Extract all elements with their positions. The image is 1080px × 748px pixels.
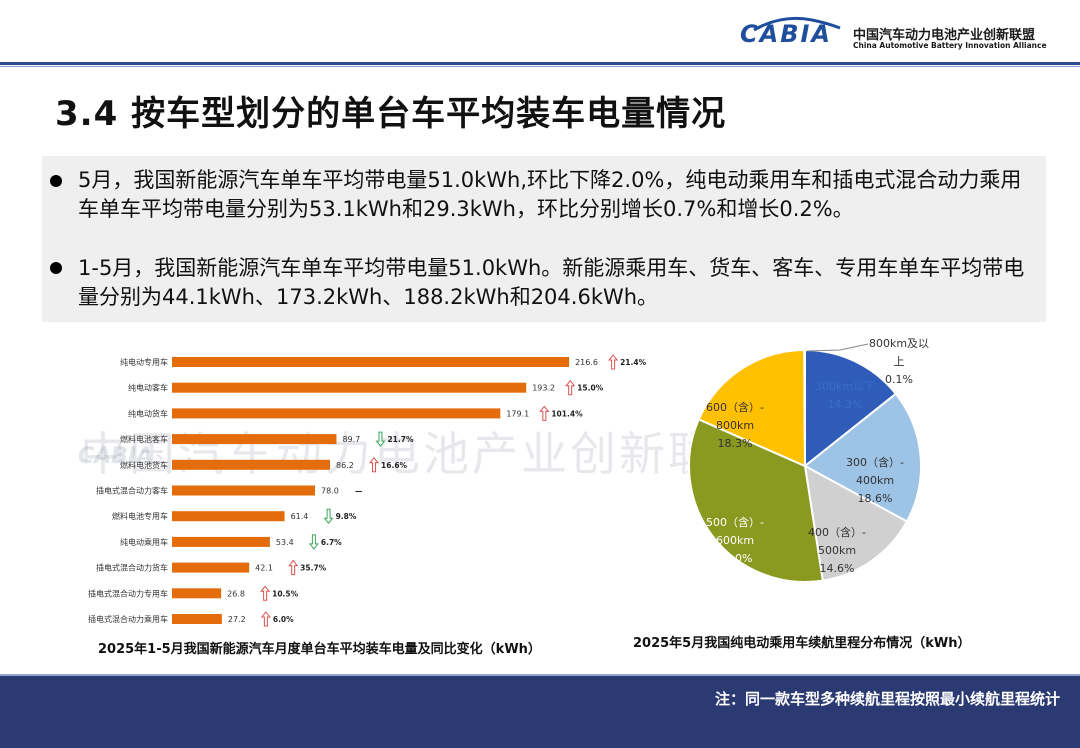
bar-value-label: 179.1 xyxy=(506,409,529,418)
pie-chart: 300km以下 14.3% 300（含）- 400km 18.6% 400（含）- 500k… xyxy=(688,337,929,583)
bar-change-label: 35.7% xyxy=(300,564,327,573)
bar-category-label: 纯电动客车 xyxy=(128,383,168,393)
bar-change-label: 9.8% xyxy=(336,512,357,521)
org-name-cn: 中国汽车动力电池产业创新联盟 xyxy=(853,28,1036,43)
bar-category-label: 燃料电池客车 xyxy=(120,434,168,444)
pie-slice-label: 400（含）- xyxy=(808,525,866,539)
arrow-up-icon xyxy=(368,456,380,473)
pie-slice-label: 300km以下 xyxy=(815,380,875,393)
pie-slice-label: 14.3% xyxy=(828,398,863,411)
bar-category-label: 插电式混合动力客车 xyxy=(96,486,168,496)
pie-leader-line xyxy=(806,343,869,352)
bar xyxy=(172,511,285,522)
bar-value-label: 86.2 xyxy=(336,461,354,470)
bar-category-label: 插电式混合动力乘用车 xyxy=(88,614,168,624)
bar xyxy=(172,485,315,496)
pie-slice-label: 0.1% xyxy=(885,373,913,386)
pie-slice-label: 800km xyxy=(716,419,754,432)
pie-slice xyxy=(803,348,806,467)
summary-paragraph-1: 5月，我国新能源汽车单车平均带电量51.0kWh,环比下降2.0%，纯电动乘用车… xyxy=(78,168,1022,221)
bar-change-label: 101.4% xyxy=(551,409,583,418)
bar-change-label: 21.4% xyxy=(620,358,647,367)
bar xyxy=(172,459,331,470)
bar-category-label: 纯电动货车 xyxy=(128,408,168,418)
arrow-up-icon xyxy=(565,379,576,396)
pie-slice xyxy=(803,464,909,582)
summary-paragraph-2: 1-5月，我国新能源汽车单车平均带电量51.0kWh。新能源乘用车、货车、客车、… xyxy=(78,256,1025,309)
page-title: 3.4 按车型划分的单台车平均装车电量情况 xyxy=(55,94,727,134)
pie-slice-label: 500（含）- xyxy=(706,515,764,529)
bar xyxy=(172,357,570,367)
bar-value-label: 89.7 xyxy=(342,435,360,444)
bar-change-label: 6.7% xyxy=(321,538,342,547)
bar-category-label: 燃料电池专用车 xyxy=(112,511,168,521)
bar xyxy=(172,382,527,393)
footer-bar xyxy=(0,676,1080,748)
bar-category-label: 插电式混合动力货车 xyxy=(96,563,168,573)
arrow-up-icon xyxy=(260,585,271,601)
pie-slice-label: 14.6% xyxy=(820,562,855,575)
logo-swoosh-icon xyxy=(752,16,842,36)
pie-slice xyxy=(804,348,898,469)
pie-slice-label: 18.6% xyxy=(858,492,893,505)
watermark-logo: CABIA xyxy=(78,444,154,469)
summary-box xyxy=(42,156,1046,322)
pie-slice xyxy=(697,348,807,468)
pie-slice-label: 600（含）- xyxy=(706,400,764,414)
logo-text: CABIA xyxy=(740,20,832,48)
bar-value-label: 78.0 xyxy=(321,487,339,496)
pie-slice-label: 34.0% xyxy=(718,552,753,565)
pie-chart-caption: 2025年5月我国纯电动乘用车续航里程分布情况（kWh） xyxy=(633,636,971,651)
bar xyxy=(172,562,250,573)
bar-category-label: 纯电动专用车 xyxy=(120,357,168,367)
footer-divider xyxy=(0,674,1080,676)
bar-value-label: 26.8 xyxy=(227,589,245,598)
bar-value-label: 53.4 xyxy=(276,538,294,547)
bar-change-label: 21.7% xyxy=(387,435,414,444)
bar xyxy=(172,588,222,599)
pie-slice-label: 400km xyxy=(856,474,894,487)
bar-value-label: 193.2 xyxy=(532,384,555,393)
org-name-en: China Automotive Battery Innovation Alli… xyxy=(853,41,1047,50)
pie-slice-label: 800km及以 xyxy=(869,337,929,350)
bar-category-label: 插电式混合动力专用车 xyxy=(88,588,168,598)
bar xyxy=(172,434,337,445)
pie-slice xyxy=(803,392,922,523)
arrow-down-icon xyxy=(323,508,334,525)
bar-change-label: 15.0% xyxy=(577,384,604,393)
bar-change-label: 6.0% xyxy=(273,615,294,624)
pie-slice-label: 上 xyxy=(894,355,905,368)
arrow-up-icon xyxy=(608,354,619,370)
arrow-up-icon xyxy=(260,611,271,627)
bar-chart: 纯电动专用车 216.6 21.4% 纯电动客车 193.2 15.0% 纯电动货车 179.… xyxy=(88,354,647,627)
bar-change-label: — xyxy=(355,487,363,496)
bar-value-label: 61.4 xyxy=(291,512,309,521)
bar-category-label: 燃料电池货车 xyxy=(120,460,168,470)
pie-slice-label: 500km xyxy=(818,544,856,557)
pie-slice-label: 18.3% xyxy=(718,437,753,450)
arrow-up-icon xyxy=(539,405,550,421)
bar-change-label: 10.5% xyxy=(272,589,299,598)
bar-change-label: 16.6% xyxy=(381,461,408,470)
bullet-icon xyxy=(50,175,62,187)
bar xyxy=(172,536,270,547)
bar xyxy=(172,614,222,624)
pie-slice-label: 600km xyxy=(716,534,754,547)
bar xyxy=(172,408,501,419)
footer-note: 注：同一款车型多种续航里程按照最小续航里程统计 xyxy=(714,690,1060,708)
bar-category-label: 纯电动乘用车 xyxy=(120,537,168,547)
bar-value-label: 27.2 xyxy=(228,615,246,624)
bar-chart-caption: 2025年1-5月我国新能源汽车月度单台车平均装车电量及同比变化（kWh） xyxy=(98,642,541,657)
bullet-icon xyxy=(50,262,62,274)
arrow-up-icon xyxy=(288,559,299,576)
header-divider-thin xyxy=(0,66,1080,67)
header-divider xyxy=(0,62,1080,65)
arrow-down-icon xyxy=(375,431,386,447)
bar-value-label: 216.6 xyxy=(575,358,598,367)
arrow-down-icon xyxy=(308,534,319,550)
bar-value-label: 42.1 xyxy=(255,564,273,573)
pie-slice-label: 300（含）- xyxy=(846,455,904,469)
